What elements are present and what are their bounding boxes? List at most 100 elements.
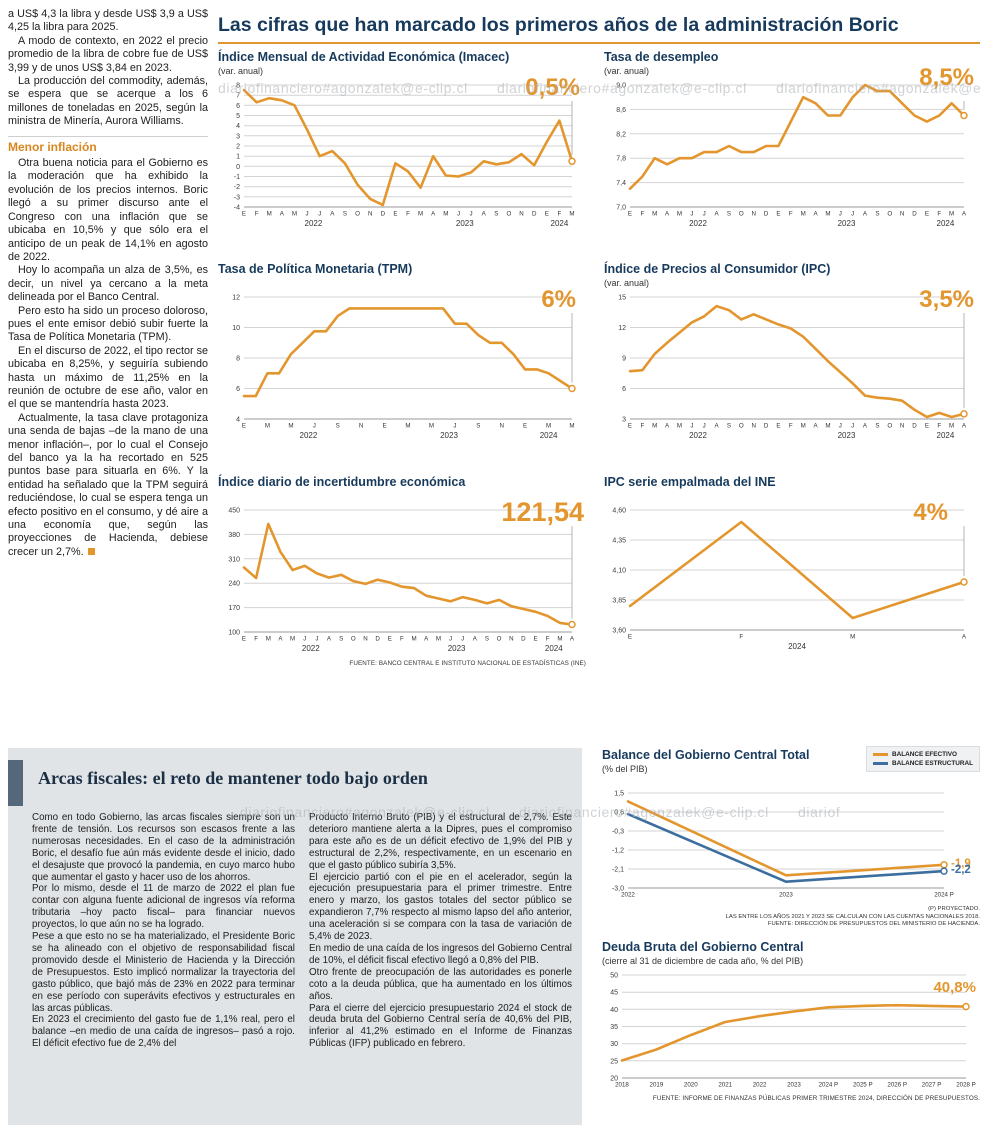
svg-text:M: M [652, 211, 657, 218]
svg-text:3,60: 3,60 [612, 628, 626, 635]
svg-text:A: A [665, 423, 670, 430]
chart-title: Índice de Precios al Consumidor (IPC) [604, 262, 831, 276]
svg-text:E: E [383, 423, 387, 430]
chart-title: Índice Mensual de Actividad Económica (I… [218, 50, 510, 64]
svg-text:2023: 2023 [456, 219, 474, 228]
svg-text:N: N [363, 636, 367, 643]
svg-text:J: J [690, 211, 693, 218]
svg-text:M: M [546, 423, 551, 430]
svg-text:A: A [330, 211, 335, 218]
svg-text:M: M [557, 636, 562, 643]
svg-text:-2: -2 [234, 184, 240, 191]
svg-text:J: J [313, 423, 316, 430]
svg-text:2020: 2020 [684, 1082, 698, 1089]
chart-source: FUENTE: INFORME DE FINANZAS PÚBLICAS PRI… [652, 1095, 980, 1102]
svg-text:F: F [255, 211, 259, 218]
svg-text:N: N [509, 636, 513, 643]
svg-text:D: D [912, 423, 917, 430]
svg-text:E: E [628, 423, 632, 430]
svg-text:O: O [497, 636, 502, 643]
svg-text:A: A [665, 211, 670, 218]
svg-text:4: 4 [236, 123, 240, 130]
chart-subtitle: (% del PIB) [602, 764, 648, 774]
svg-text:2025 P: 2025 P [853, 1082, 873, 1089]
svg-text:A: A [278, 636, 283, 643]
fiscal-column-1: Como en todo Gobierno, las arcas fiscale… [32, 812, 295, 1050]
note-line: LAS ENTRE LOS AÑOS 2021 Y 2023 SE CALCUL… [725, 913, 980, 920]
svg-text:6: 6 [622, 386, 626, 393]
page-title: Las cifras que han marcado los primeros … [218, 14, 899, 36]
chart-plot-balance: 1,5 0,6 -0,3 -1,2 -2,1 -3,0 2022 2023 2024 P -1,9… [602, 788, 980, 902]
svg-text:A: A [814, 211, 819, 218]
svg-text:380: 380 [228, 532, 240, 539]
svg-text:A: A [482, 211, 487, 218]
svg-text:M: M [443, 211, 448, 218]
heading-accent-bar [8, 760, 23, 806]
svg-text:2024: 2024 [788, 642, 806, 651]
svg-text:E: E [534, 636, 538, 643]
svg-text:2024: 2024 [545, 644, 563, 653]
svg-text:A: A [570, 636, 575, 643]
svg-text:3: 3 [236, 133, 240, 140]
svg-text:J: J [851, 423, 854, 430]
article-paragraph: Actualmente, la tasa clave protagoniza u… [8, 412, 208, 559]
svg-text:9: 9 [622, 356, 626, 363]
svg-text:M: M [266, 636, 271, 643]
chart-subtitle: (cierre al 31 de diciembre de cada año, … [602, 956, 804, 966]
svg-text:3,85: 3,85 [612, 598, 626, 605]
svg-text:F: F [641, 211, 645, 218]
svg-text:M: M [292, 211, 297, 218]
svg-text:O: O [887, 211, 892, 218]
article-paragraph: La producción del commodity, además, se … [8, 75, 208, 128]
chart-source: FUENTE: BANCO CENTRAL E INSTITUTO NACION… [349, 660, 586, 667]
svg-text:4,60: 4,60 [612, 508, 626, 515]
svg-text:J: J [453, 423, 456, 430]
svg-text:F: F [400, 636, 404, 643]
chart-callout-value: 3,5% [919, 286, 974, 313]
svg-text:O: O [506, 211, 511, 218]
svg-text:25: 25 [610, 1058, 618, 1065]
chart-subtitle [218, 278, 586, 292]
svg-text:N: N [359, 423, 363, 430]
svg-text:S: S [485, 636, 489, 643]
svg-text:J: J [703, 423, 706, 430]
svg-text:S: S [727, 423, 731, 430]
svg-text:A: A [715, 211, 720, 218]
fiscal-heading: Arcas fiscales: el reto de mantener todo… [38, 768, 428, 788]
svg-text:M: M [825, 211, 830, 218]
svg-text:A: A [962, 211, 967, 218]
svg-text:J: J [690, 423, 693, 430]
svg-text:E: E [545, 211, 549, 218]
svg-text:O: O [739, 211, 744, 218]
svg-text:2022: 2022 [689, 219, 707, 228]
svg-text:M: M [949, 211, 954, 218]
svg-text:E: E [393, 211, 397, 218]
chart-plot-tpm: 12 10 8 6 4 E M M J S N E M M J S N E M M 2022 2023 2024 6% [218, 288, 586, 444]
fiscal-text-columns: Como en todo Gobierno, las arcas fiscale… [32, 812, 572, 1050]
chart-callout-value: 40,8% [933, 979, 976, 996]
svg-text:2026 P: 2026 P [887, 1082, 907, 1089]
svg-text:J: J [315, 636, 318, 643]
svg-text:J: J [839, 211, 842, 218]
svg-text:450: 450 [228, 508, 240, 515]
chart-tpm: Tasa de Política Monetaria (TPM) 12 10 8 6 4… [218, 262, 586, 444]
svg-text:D: D [764, 423, 769, 430]
svg-text:J: J [318, 211, 321, 218]
svg-text:J: J [457, 211, 460, 218]
svg-text:15: 15 [618, 295, 626, 302]
section-divider [8, 135, 208, 137]
svg-text:F: F [546, 636, 550, 643]
chart-title: IPC serie empalmada del INE [604, 475, 776, 489]
svg-text:-0,3: -0,3 [612, 829, 624, 836]
svg-text:-3,0: -3,0 [612, 886, 624, 893]
svg-text:5: 5 [236, 113, 240, 120]
svg-text:1,5: 1,5 [614, 791, 624, 798]
chart-title: Tasa de Política Monetaria (TPM) [218, 262, 413, 276]
svg-text:2: 2 [236, 144, 240, 151]
svg-text:F: F [739, 634, 743, 641]
svg-text:7,0: 7,0 [616, 205, 626, 212]
svg-text:M: M [850, 634, 855, 641]
svg-text:6: 6 [236, 386, 240, 393]
svg-text:S: S [336, 423, 340, 430]
chart-callout-value: 4% [913, 499, 948, 526]
